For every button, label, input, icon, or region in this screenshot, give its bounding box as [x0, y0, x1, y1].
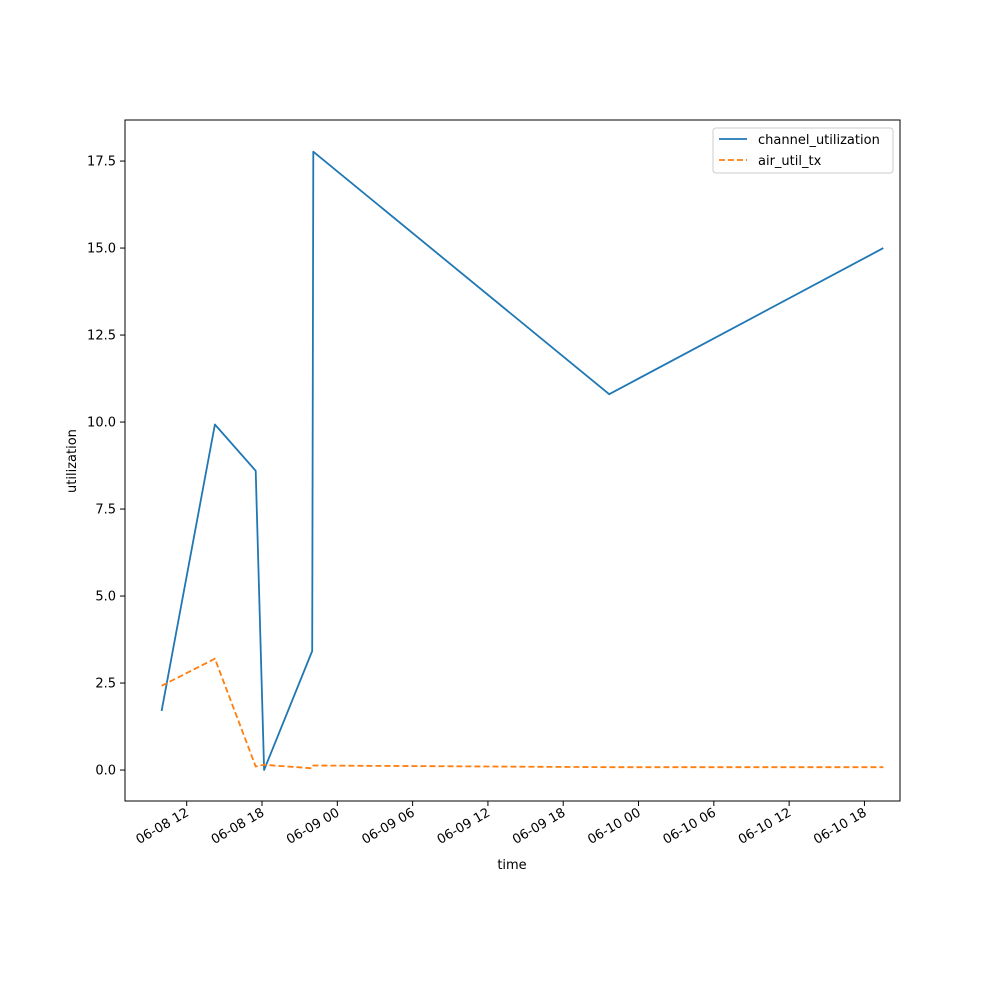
axes-frame: [124, 119, 901, 802]
legend-box: [712, 127, 894, 174]
x-tick-label: 06-09 12: [435, 805, 493, 847]
x-axis: 06-08 12 06-08 18 06-09 00 06-09 06 06-09 12…: [134, 801, 869, 848]
plot-area: [124, 119, 901, 802]
y-tick-label: 10.0: [87, 416, 116, 431]
y-tick-label: 12.5: [87, 329, 116, 344]
x-axis-label: time: [497, 858, 526, 873]
y-tick-label: 2.5: [95, 677, 116, 692]
y-tick-label: 15.0: [87, 242, 116, 257]
x-tick-label: 06-10 06: [661, 805, 719, 847]
y-tick-label: 5.0: [95, 590, 116, 605]
y-axis-label: utilization: [65, 429, 80, 493]
x-tick-label: 06-10 18: [811, 805, 869, 847]
y-tick-label: 0.0: [95, 764, 116, 779]
x-tick-label: 06-09 00: [284, 805, 342, 847]
series-line-channel-utilization: [160, 150, 884, 771]
x-tick-label: 06-09 18: [510, 805, 568, 847]
x-tick-label: 06-09 06: [359, 805, 417, 847]
x-tick-label: 06-10 12: [736, 805, 794, 847]
legend: channel_utilization air_util_tx: [712, 127, 894, 174]
legend-label-channel-utilization: channel_utilization: [758, 133, 880, 148]
x-tick-label: 06-10 00: [585, 805, 643, 847]
series-line-air-util-tx: [161, 657, 884, 770]
x-tick-label: 06-08 12: [134, 805, 192, 847]
x-tick-label: 06-08 18: [209, 805, 267, 847]
legend-label-air-util-tx: air_util_tx: [758, 154, 822, 169]
y-tick-label: 7.5: [95, 503, 116, 518]
y-axis: 0.0 2.5 5.0 7.5 10.0 12.5 15.0 17.5: [87, 155, 125, 779]
y-tick-label: 17.5: [87, 155, 116, 170]
